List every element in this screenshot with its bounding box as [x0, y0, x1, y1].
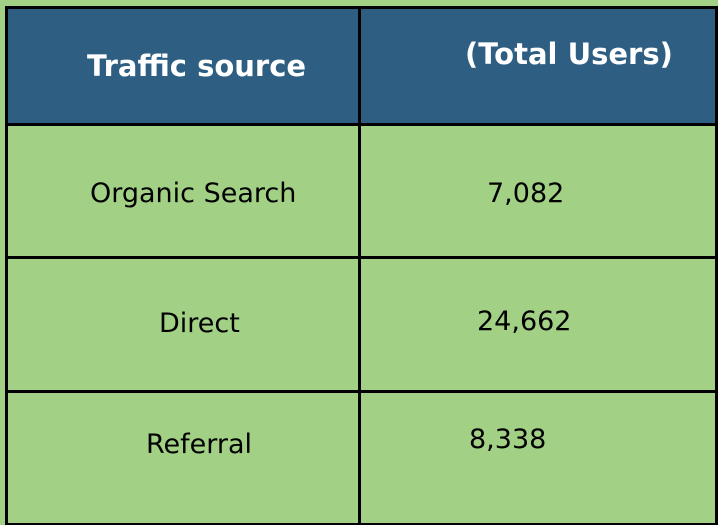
source-cell: Referral: [5, 390, 361, 525]
table-header-row: Traffic source (Total Users): [5, 6, 718, 126]
table-row: Organic Search 7,082: [5, 123, 718, 259]
header-total-users-label: (Total Users): [465, 37, 673, 71]
source-label: Referral: [146, 428, 253, 460]
users-cell: 8,338: [358, 390, 718, 525]
header-traffic-source-label: Traffic source: [87, 49, 307, 83]
users-cell: 24,662: [358, 256, 718, 393]
source-cell: Direct: [5, 256, 361, 393]
traffic-source-table: Traffic source (Total Users) Organic Sea…: [5, 6, 718, 525]
users-value: 8,338: [469, 423, 547, 455]
users-value: 7,082: [487, 177, 565, 209]
table-row: Referral 8,338: [5, 390, 718, 525]
users-cell: 7,082: [358, 123, 718, 259]
source-label: Direct: [159, 308, 240, 339]
header-traffic-source: Traffic source: [5, 6, 361, 126]
table-row: Direct 24,662: [5, 256, 718, 393]
source-cell: Organic Search: [5, 123, 361, 259]
source-label: Organic Search: [90, 177, 297, 209]
header-total-users: (Total Users): [358, 6, 718, 126]
users-value: 24,662: [477, 306, 572, 337]
